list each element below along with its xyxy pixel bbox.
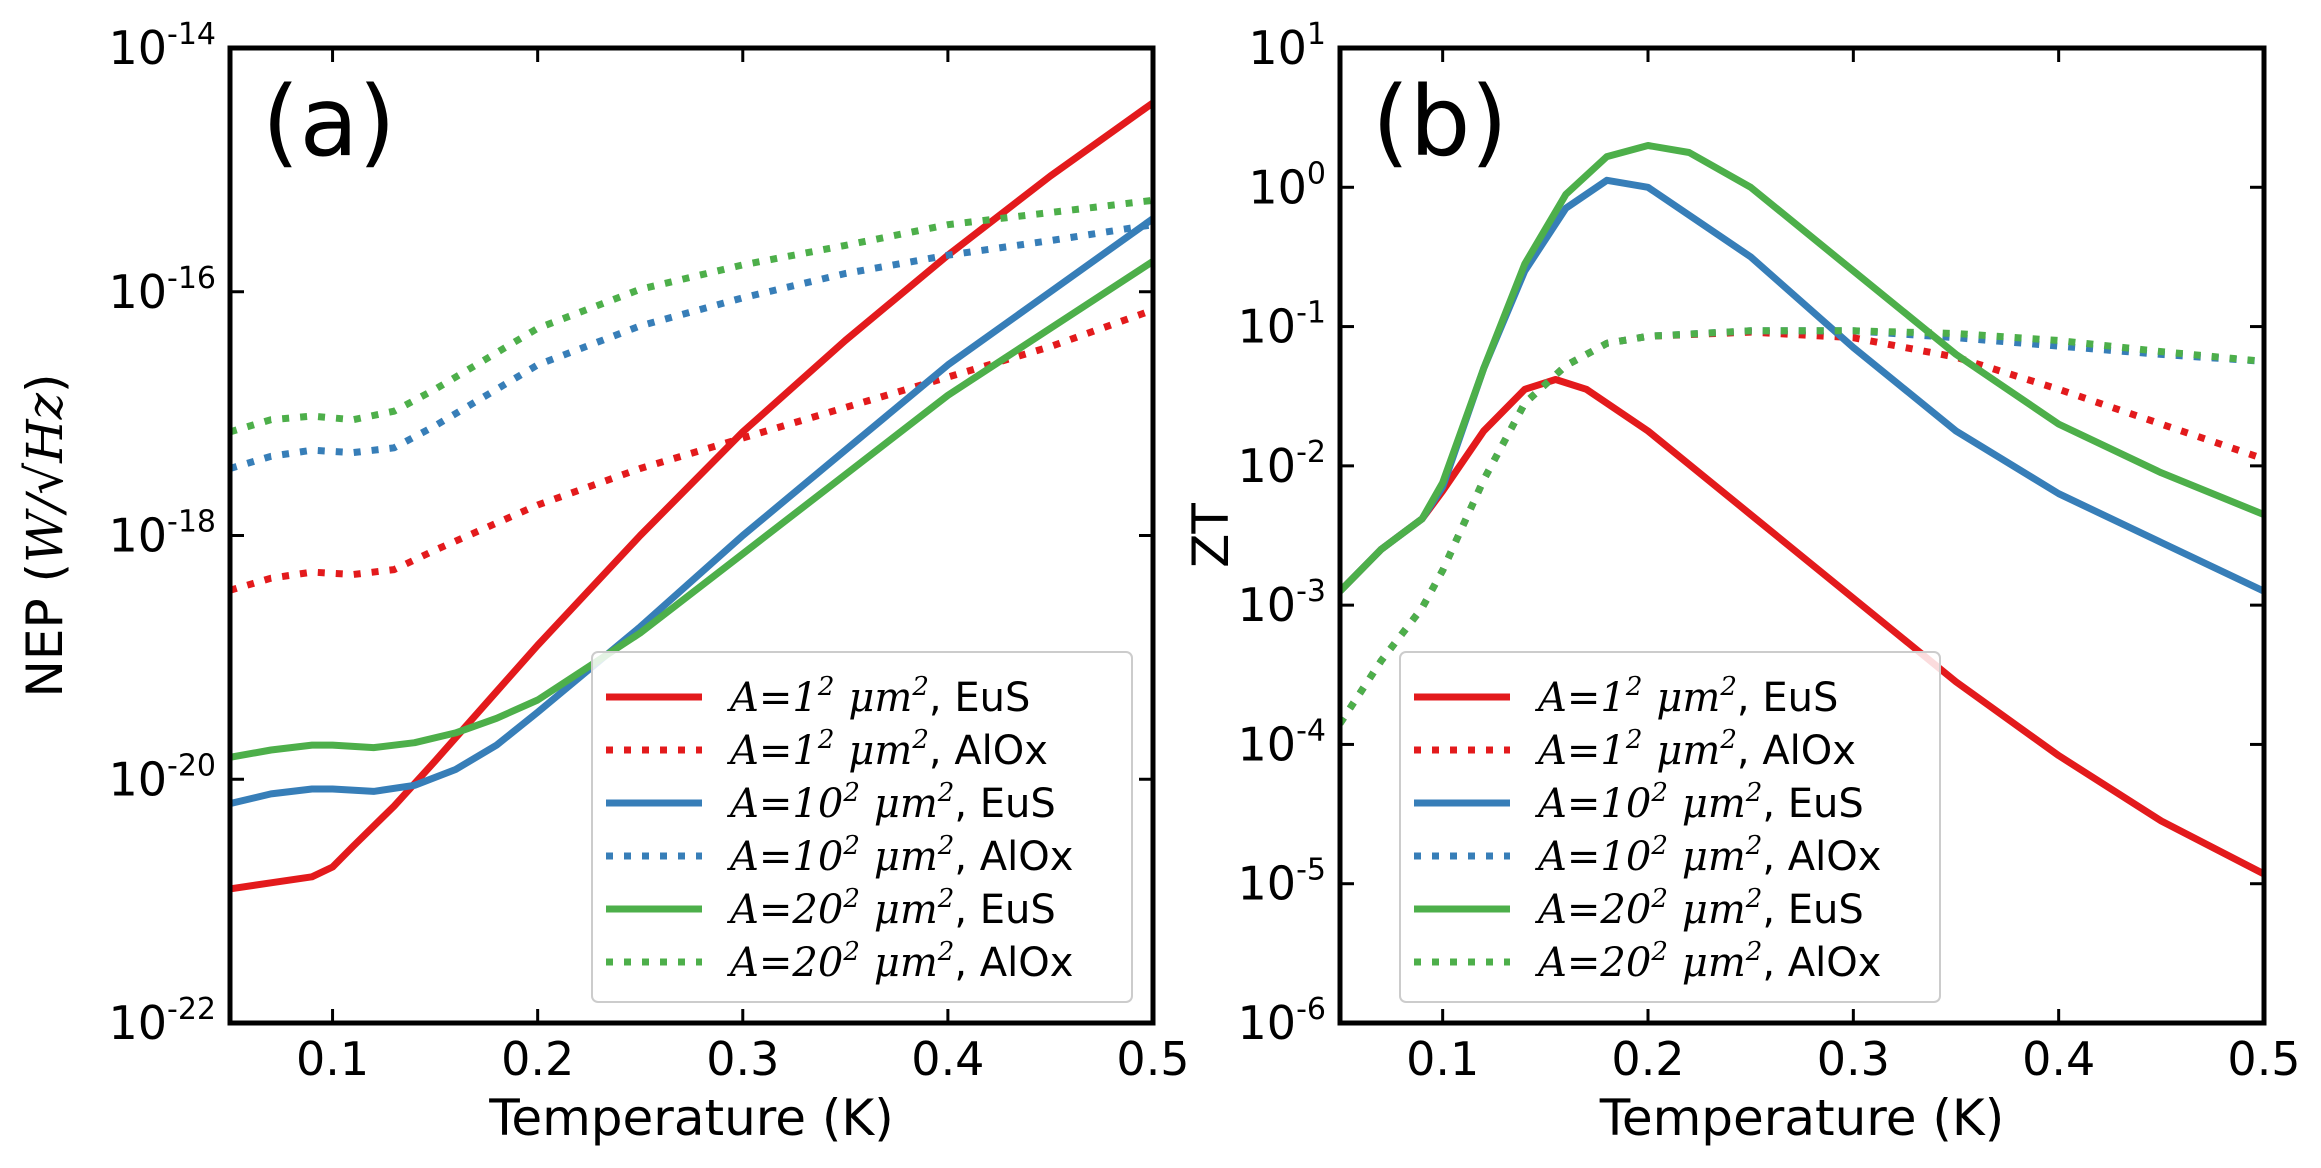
y-tick-label: 10-2 xyxy=(1238,435,1326,493)
x-tick-label: 0.4 xyxy=(911,1032,984,1086)
legend-label-2: A=12 μm2, AlOx xyxy=(1534,725,1856,774)
y-tick-label: 10-22 xyxy=(108,992,216,1050)
y-tick-label: 10-18 xyxy=(108,505,216,563)
legend-label-2: A=12 μm2, AlOx xyxy=(726,725,1048,774)
x-tick-label: 0.2 xyxy=(501,1032,574,1086)
legend-label-5: A=202 μm2, EuS xyxy=(1534,884,1864,933)
y-tick-label: 10-16 xyxy=(108,261,216,319)
series-line-2 xyxy=(230,306,1153,594)
y-tick-label: 10-3 xyxy=(1238,574,1326,632)
y-axis-label: NEP (W/√Hz) xyxy=(16,373,74,697)
legend-label-3: A=102 μm2, EuS xyxy=(1534,778,1864,827)
y-tick-label: 10-5 xyxy=(1238,853,1326,911)
legend-box xyxy=(591,651,1133,1003)
x-tick-label: 0.1 xyxy=(1406,1032,1479,1086)
legend-label-3: A=102 μm2, EuS xyxy=(726,778,1056,827)
y-tick-label: 10-14 xyxy=(108,17,216,75)
y-tick-label: 10-20 xyxy=(108,748,216,806)
y-tick-label: 10-1 xyxy=(1238,296,1326,354)
legend-label-4: A=102 μm2, AlOx xyxy=(1534,831,1881,880)
x-axis-label: Temperature (K) xyxy=(1599,1089,2004,1147)
x-axis-label: Temperature (K) xyxy=(488,1089,893,1147)
panel-tag: (b) xyxy=(1372,66,1508,178)
y-tick-label: 101 xyxy=(1248,17,1326,75)
series-line-6 xyxy=(1340,327,2264,726)
legend-label-6: A=202 μm2, AlOx xyxy=(726,937,1073,986)
series-line-3 xyxy=(230,215,1153,808)
plot-frame xyxy=(1337,45,2267,1026)
x-tick-label: 0.4 xyxy=(2022,1032,2095,1086)
y-axis-label: ZT xyxy=(1182,503,1240,568)
panel-a-nep: 0.1 0.2 0.3 0.4 0.5 10-22 10-20 10-18 10-16 10-14… xyxy=(16,17,1190,1147)
series-line-1 xyxy=(230,99,1153,893)
series-group xyxy=(230,99,1153,893)
y-tick-label: 10-6 xyxy=(1238,992,1326,1050)
x-tick-label: 0.3 xyxy=(1817,1032,1890,1086)
y-tick-label: 100 xyxy=(1248,156,1326,214)
series-line-6 xyxy=(230,196,1153,436)
series-line-4 xyxy=(230,221,1153,472)
legend-label-1: A=12 μm2, EuS xyxy=(726,672,1030,721)
x-tick-label: 0.2 xyxy=(1611,1032,1684,1086)
x-tick-label: 0.1 xyxy=(296,1032,369,1086)
x-tick-label: 0.5 xyxy=(2227,1032,2300,1086)
series-line-5 xyxy=(1340,142,2264,594)
panel-tag: (a) xyxy=(262,66,396,178)
x-tick-label: 0.3 xyxy=(706,1032,779,1086)
legend-box xyxy=(1399,651,1941,1003)
panel-b-zt: 0.1 0.2 0.3 0.4 0.5 10-6 10-5 10-4 10-3 10-2 10-1 1… xyxy=(1182,17,2301,1147)
x-tick-label: 0.5 xyxy=(1116,1032,1189,1086)
legend-label-6: A=202 μm2, AlOx xyxy=(1534,937,1881,986)
series-line-5 xyxy=(230,258,1153,761)
legend-label-5: A=202 μm2, EuS xyxy=(726,884,1056,933)
legend-label-4: A=102 μm2, AlOx xyxy=(726,831,1073,880)
legend-label-1: A=12 μm2, EuS xyxy=(1534,672,1838,721)
series-group xyxy=(1340,142,2264,878)
y-tick-label: 10-4 xyxy=(1238,713,1326,771)
